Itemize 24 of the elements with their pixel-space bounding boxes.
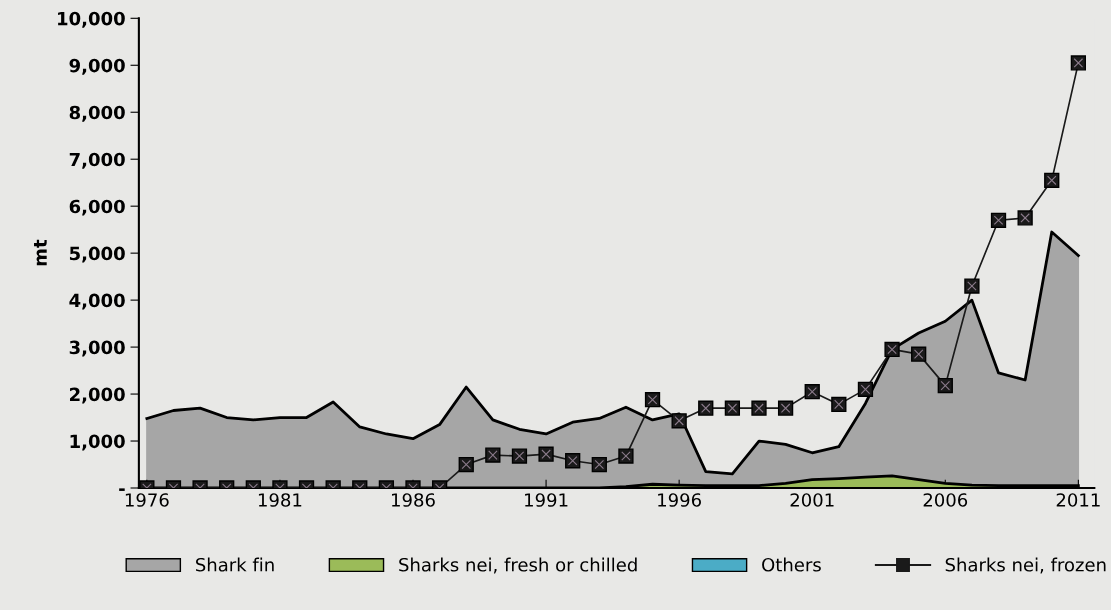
x-tick-label: 1986 (392, 493, 435, 507)
y-tick-label: 5,000 (69, 246, 125, 263)
legend-label: Sharks nei, frozen (945, 557, 1106, 574)
y-tick-label: 2,000 (70, 387, 125, 404)
x-tick-label: 2011 (1056, 493, 1100, 507)
y-tick-label: 10,000 (58, 11, 125, 28)
legend-label: Sharks nei, fresh or chilled (399, 557, 637, 574)
y-tick-label: 7,000 (69, 152, 125, 169)
x-tick-label: 2006 (923, 493, 968, 507)
y-tick-label: - (119, 488, 125, 491)
legend-label: Shark fin (196, 557, 274, 572)
x-tick-label: 2001 (790, 493, 834, 507)
y-axis-title: mt (34, 239, 47, 266)
x-tick-label: 1981 (258, 493, 302, 507)
y-tick-label: 9,000 (69, 58, 125, 75)
y-tick-label: 1,000 (70, 434, 125, 451)
legend-label: Others (762, 557, 821, 572)
x-tick-label: 1996 (658, 493, 701, 507)
x-tick-label: 1991 (525, 493, 568, 507)
y-tick-label: 6,000 (69, 199, 125, 216)
x-tick-label: 1976 (125, 493, 169, 507)
y-tick-label: 8,000 (69, 105, 125, 122)
y-tick-label: 4,000 (69, 293, 125, 310)
y-tick-label: 3,000 (69, 340, 125, 357)
